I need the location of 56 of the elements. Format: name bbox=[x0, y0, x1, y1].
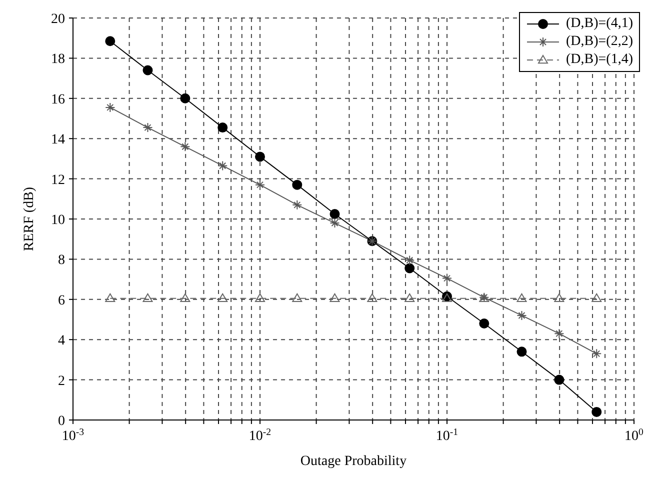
point bbox=[592, 348, 602, 359]
point bbox=[554, 374, 564, 385]
point bbox=[404, 293, 415, 302]
point bbox=[479, 318, 490, 329]
point bbox=[330, 218, 340, 228]
point bbox=[105, 293, 116, 302]
point bbox=[330, 208, 340, 219]
point bbox=[592, 406, 602, 417]
point bbox=[142, 122, 153, 133]
point bbox=[292, 293, 302, 302]
x-axis-title: Outage Probability bbox=[300, 454, 407, 469]
point bbox=[592, 293, 602, 302]
point bbox=[105, 36, 116, 46]
point bbox=[142, 293, 153, 302]
point bbox=[367, 293, 378, 302]
point bbox=[218, 122, 228, 133]
point bbox=[554, 328, 564, 339]
y-tick-label: 10 bbox=[51, 213, 65, 228]
legend-label: (D,B)=(2,2) bbox=[566, 33, 633, 51]
y-tick-label: 20 bbox=[51, 12, 65, 27]
point bbox=[292, 200, 302, 210]
point bbox=[218, 160, 228, 171]
legend-label: (D,B)=(4,1) bbox=[566, 15, 633, 33]
point bbox=[292, 180, 302, 190]
point bbox=[255, 293, 265, 302]
y-tick-label: 8 bbox=[58, 253, 65, 268]
point bbox=[442, 273, 452, 284]
y-tick-label: 0 bbox=[58, 414, 65, 429]
x-tick-label: 10$^{0}$ bbox=[624, 426, 644, 444]
point bbox=[330, 293, 340, 302]
y-tick-label: 16 bbox=[51, 92, 65, 108]
x-tick-label: 10$^{-1}$ bbox=[436, 426, 458, 444]
point bbox=[404, 255, 415, 266]
point bbox=[516, 310, 527, 320]
x-tick-label: 10$^{-3}$ bbox=[62, 426, 84, 444]
point bbox=[142, 65, 153, 76]
y-tick-label: 4 bbox=[58, 334, 65, 349]
point bbox=[255, 152, 265, 162]
point bbox=[516, 293, 527, 302]
point bbox=[516, 346, 527, 357]
y-tick-label: 6 bbox=[58, 293, 65, 308]
y-tick-label: 2 bbox=[58, 374, 65, 389]
y-tick-label: 18 bbox=[51, 52, 65, 68]
y-axis-title: RERF (dB) bbox=[22, 186, 37, 252]
legend-label: (D,B)=(1,4) bbox=[566, 51, 633, 69]
point bbox=[105, 102, 116, 112]
point bbox=[554, 293, 564, 302]
point bbox=[180, 293, 190, 302]
point bbox=[255, 180, 265, 190]
point bbox=[404, 263, 415, 274]
point bbox=[180, 142, 190, 152]
y-tick-label: 14 bbox=[51, 132, 65, 148]
y-tick-label: 12 bbox=[51, 172, 65, 188]
point bbox=[218, 293, 228, 302]
x-tick-label: 10$^{-2}$ bbox=[248, 426, 272, 444]
point bbox=[180, 93, 190, 104]
